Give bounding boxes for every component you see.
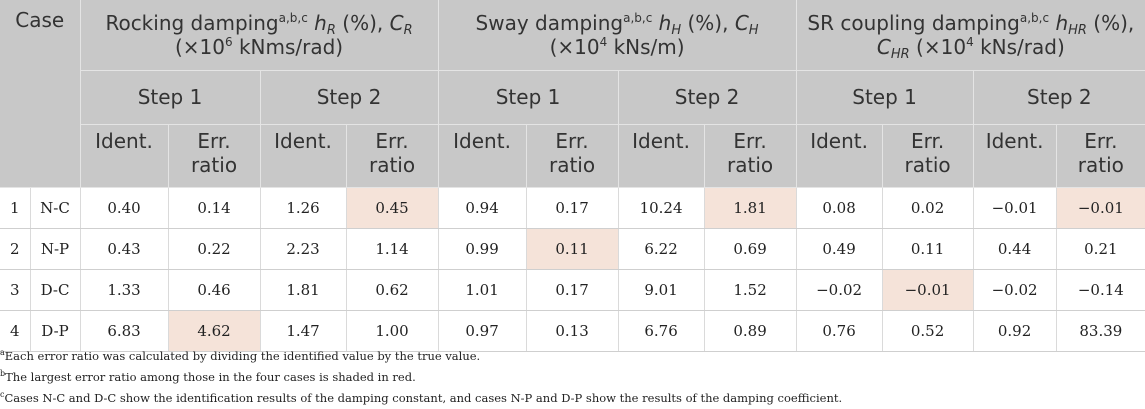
err-ratio-value: 1.14 (345, 228, 439, 270)
ident-value: 0.49 (795, 228, 883, 270)
ident-value: 6.22 (617, 228, 705, 270)
err-ratio-value: 0.62 (345, 269, 439, 311)
ident-header: Ident. (795, 124, 883, 188)
ident-value: 1.01 (437, 269, 527, 311)
group-header-sway: Sway dampinga,b,c hH (%), CH (×104 kNs/m… (437, 0, 797, 71)
err-ratio-value: 0.45 (345, 187, 439, 229)
row-number: 3 (0, 269, 30, 311)
err-ratio-value: 0.17 (525, 187, 619, 229)
err-ratio-value: 0.17 (525, 269, 619, 311)
case-label: N-C (29, 187, 81, 229)
ident-value: 0.43 (79, 228, 169, 270)
table-row: 1 N-C 0.40 0.14 1.26 0.45 0.94 0.17 10.24 1.81 0.0… (0, 187, 1145, 229)
err-ratio-header: Err. ratio (345, 124, 439, 188)
err-ratio-value: 0.13 (525, 310, 619, 352)
ident-value: −0.02 (795, 269, 883, 311)
ident-header: Ident. (437, 124, 527, 188)
footnote: bThe largest error ratio among those in … (0, 369, 416, 385)
ident-value: 2.23 (259, 228, 347, 270)
table-row: 4 D-P 6.83 4.62 1.47 1.00 0.97 0.13 6.76 0.89 0.76… (0, 310, 1145, 352)
err-ratio-value: −0.01 (1055, 187, 1145, 229)
group-header-rocking: Rocking dampinga,b,c hR (%), CR (×106 kN… (79, 0, 439, 71)
table-footnotes: aEach error ratio was calculated by divi… (0, 346, 842, 409)
err-ratio-value: 1.81 (703, 187, 797, 229)
ident-value: 10.24 (617, 187, 705, 229)
row-number: 2 (0, 228, 30, 270)
ident-value: 0.40 (79, 187, 169, 229)
ident-value: 9.01 (617, 269, 705, 311)
err-ratio-header: Err. ratio (703, 124, 797, 188)
err-ratio-value: 0.69 (703, 228, 797, 270)
ident-value: 0.76 (795, 310, 883, 352)
ident-header: Ident. (972, 124, 1057, 188)
err-ratio-value: 83.39 (1055, 310, 1145, 352)
err-ratio-value: −0.01 (881, 269, 974, 311)
step-header: Step 1 (795, 70, 974, 125)
case-label: D-P (29, 310, 81, 352)
ident-value: 6.83 (79, 310, 169, 352)
step-header: Step 2 (972, 70, 1145, 125)
err-ratio-value: 1.52 (703, 269, 797, 311)
err-ratio-value: 0.89 (703, 310, 797, 352)
err-ratio-value: 4.62 (167, 310, 261, 352)
ident-header: Ident. (259, 124, 347, 188)
group-header-sr-coupling: SR coupling dampinga,b,c hHR (%), CHR (×… (795, 0, 1145, 71)
ident-value: 1.26 (259, 187, 347, 229)
step-header: Step 2 (259, 70, 439, 125)
table-row: 3 D-C 1.33 0.46 1.81 0.62 1.01 0.17 9.01 1.52 −0.0… (0, 269, 1145, 311)
ident-value: 1.47 (259, 310, 347, 352)
ident-value: 0.92 (972, 310, 1057, 352)
ident-value: 0.97 (437, 310, 527, 352)
row-number: 1 (0, 187, 30, 229)
err-ratio-value: 0.11 (525, 228, 619, 270)
case-label: N-P (29, 228, 81, 270)
err-ratio-value: 0.22 (167, 228, 261, 270)
err-ratio-header: Err. ratio (167, 124, 261, 188)
footnote: cCases N-C and D-C show the identificati… (0, 390, 843, 406)
err-ratio-header: Err. ratio (525, 124, 619, 188)
step-header: Step 1 (437, 70, 619, 125)
err-ratio-value: 0.14 (167, 187, 261, 229)
err-ratio-value: −0.14 (1055, 269, 1145, 311)
ident-header: Ident. (617, 124, 705, 188)
table-row: 2 N-P 0.43 0.22 2.23 1.14 0.99 0.11 6.22 0.69 0.49… (0, 228, 1145, 270)
err-ratio-value: 0.21 (1055, 228, 1145, 270)
row-number: 4 (0, 310, 30, 352)
err-ratio-value: 0.11 (881, 228, 974, 270)
case-header: Case (0, 0, 81, 188)
ident-value: −0.02 (972, 269, 1057, 311)
ident-value: 0.44 (972, 228, 1057, 270)
ident-header: Ident. (79, 124, 169, 188)
ident-value: 0.08 (795, 187, 883, 229)
damping-results-table: Case Rocking dampinga,b,c hR (%), CR (×1… (0, 0, 1145, 352)
err-ratio-value: 0.46 (167, 269, 261, 311)
footnote: aEach error ratio was calculated by divi… (0, 348, 481, 364)
ident-value: −0.01 (972, 187, 1057, 229)
err-ratio-value: 0.52 (881, 310, 974, 352)
err-ratio-header: Err. ratio (881, 124, 974, 188)
err-ratio-value: 0.02 (881, 187, 974, 229)
ident-value: 1.81 (259, 269, 347, 311)
case-label: D-C (29, 269, 81, 311)
step-header: Step 1 (79, 70, 261, 125)
ident-value: 0.94 (437, 187, 527, 229)
err-ratio-value: 1.00 (345, 310, 439, 352)
ident-value: 6.76 (617, 310, 705, 352)
ident-value: 1.33 (79, 269, 169, 311)
step-header: Step 2 (617, 70, 797, 125)
err-ratio-header: Err. ratio (1055, 124, 1145, 188)
ident-value: 0.99 (437, 228, 527, 270)
